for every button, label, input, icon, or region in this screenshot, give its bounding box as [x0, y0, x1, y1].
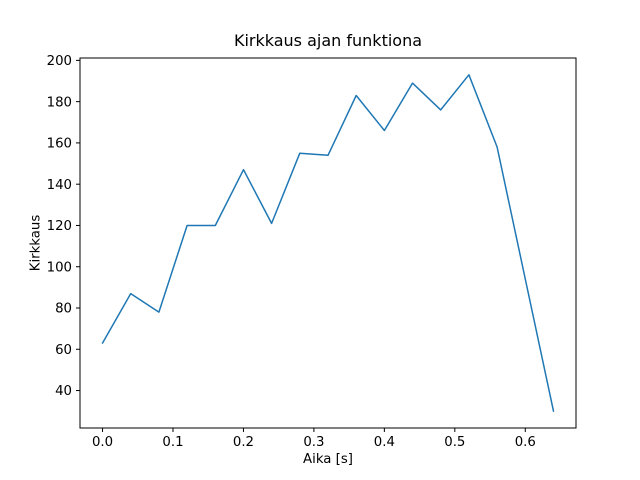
- y-tick-label: 120: [47, 219, 72, 234]
- y-tick-label: 80: [55, 302, 72, 317]
- x-tick-label: 0.1: [162, 435, 183, 450]
- y-tick-label: 180: [47, 95, 72, 110]
- y-axis-label: Kirkkaus: [28, 214, 44, 272]
- y-tick-label: 60: [55, 343, 72, 358]
- x-axis-label: Aika [s]: [303, 452, 353, 467]
- x-tick-label: 0.3: [303, 435, 324, 450]
- y-tick-label: 100: [47, 260, 72, 275]
- y-tick-label: 200: [47, 54, 72, 69]
- x-tick-label: 0.6: [515, 435, 536, 450]
- data-line: [101, 74, 555, 412]
- y-tick-label: 40: [55, 384, 72, 399]
- axes-spines: [79, 57, 577, 429]
- x-tick-label: 0.5: [444, 435, 465, 450]
- x-tick-label: 0.4: [374, 435, 395, 450]
- x-tick-label: 0.2: [233, 435, 254, 450]
- y-tick-label: 160: [47, 137, 72, 152]
- y-tick-label: 140: [47, 178, 72, 193]
- chart-title: Kirkkaus ajan funktiona: [233, 31, 423, 50]
- x-tick-label: 0.0: [92, 435, 113, 450]
